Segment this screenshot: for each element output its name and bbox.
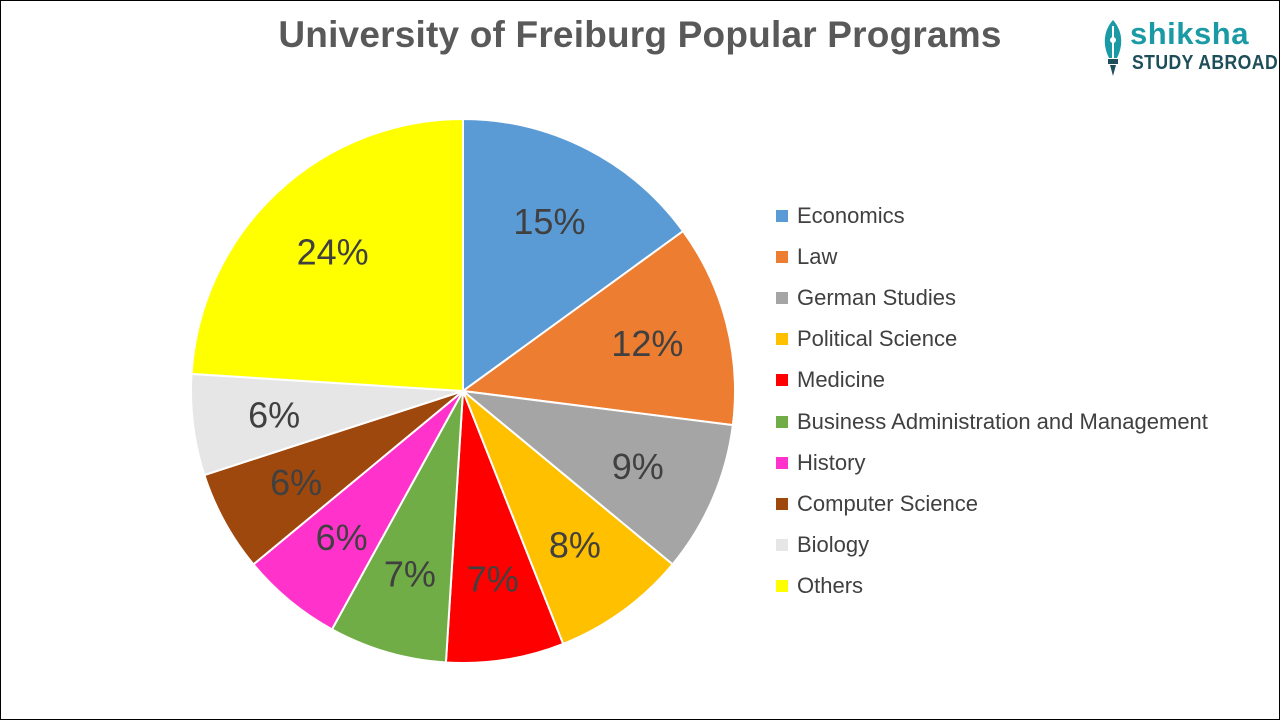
pie-slice-others xyxy=(190,117,464,393)
legend-item: Medicine xyxy=(776,360,1276,401)
legend-swatch xyxy=(776,456,788,469)
legend-swatch xyxy=(776,374,788,387)
pie-data-label: 6% xyxy=(316,517,368,558)
chart-legend: Economics Law German Studies Political Scie… xyxy=(776,195,1276,607)
quill-pen-icon xyxy=(1104,20,1122,76)
pie-slice-business-administration-and-management xyxy=(330,390,464,664)
legend-item: Others xyxy=(776,566,1276,607)
legend-swatch xyxy=(776,333,788,346)
logo-wordmark: shiksha xyxy=(1130,16,1249,51)
legend-item: History xyxy=(776,442,1276,483)
legend-swatch xyxy=(776,209,788,222)
legend-item: Computer Science xyxy=(776,483,1276,524)
pie-data-label: 6% xyxy=(270,462,322,503)
legend-swatch xyxy=(776,291,788,304)
legend-label: Economics xyxy=(797,202,905,228)
legend-item: German Studies xyxy=(776,277,1276,318)
legend-item: Biology xyxy=(776,525,1276,566)
legend-label: German Studies xyxy=(797,284,956,310)
legend-label: Medicine xyxy=(797,367,886,393)
pie-data-label: 9% xyxy=(612,446,664,487)
legend-label: History xyxy=(797,449,866,475)
pie-slice-medicine xyxy=(444,390,565,664)
legend-item: Law xyxy=(776,236,1276,277)
pie-slice-political-science xyxy=(462,390,674,646)
legend-label: Political Science xyxy=(797,326,958,352)
legend-label: Law xyxy=(797,243,838,269)
legend-label: Others xyxy=(797,573,864,599)
legend-swatch xyxy=(776,539,788,552)
pie-data-label: 12% xyxy=(611,323,683,364)
pie-slice-german-studies xyxy=(459,389,734,566)
legend-swatch xyxy=(776,580,788,593)
legend-item: Political Science xyxy=(776,319,1276,360)
legend-label: Biology xyxy=(797,532,870,558)
pie-data-label: 15% xyxy=(513,201,585,242)
legend-swatch xyxy=(776,415,788,428)
pie-slice-economics xyxy=(462,117,685,393)
pie-data-label: 7% xyxy=(467,559,519,600)
chart-title: University of Freiburg Popular Programs xyxy=(278,14,1002,55)
pie-data-label: 8% xyxy=(549,525,601,566)
legend-item: Business Administration and Management xyxy=(776,401,1276,442)
logo-subtitle: STUDY ABROAD xyxy=(1132,52,1279,74)
legend-label: Business Administration and Management xyxy=(797,408,1208,434)
pie-data-label: 6% xyxy=(248,394,300,435)
pie-slice-law xyxy=(460,229,736,427)
pie-data-label: 7% xyxy=(384,553,436,594)
legend-item: Economics xyxy=(776,195,1276,236)
shiksha-logo: shiksha STUDY ABROAD xyxy=(1096,16,1278,80)
legend-swatch xyxy=(776,497,788,510)
legend-swatch xyxy=(776,250,788,263)
pie-data-label: 24% xyxy=(297,232,369,273)
legend-label: Computer Science xyxy=(797,490,978,516)
